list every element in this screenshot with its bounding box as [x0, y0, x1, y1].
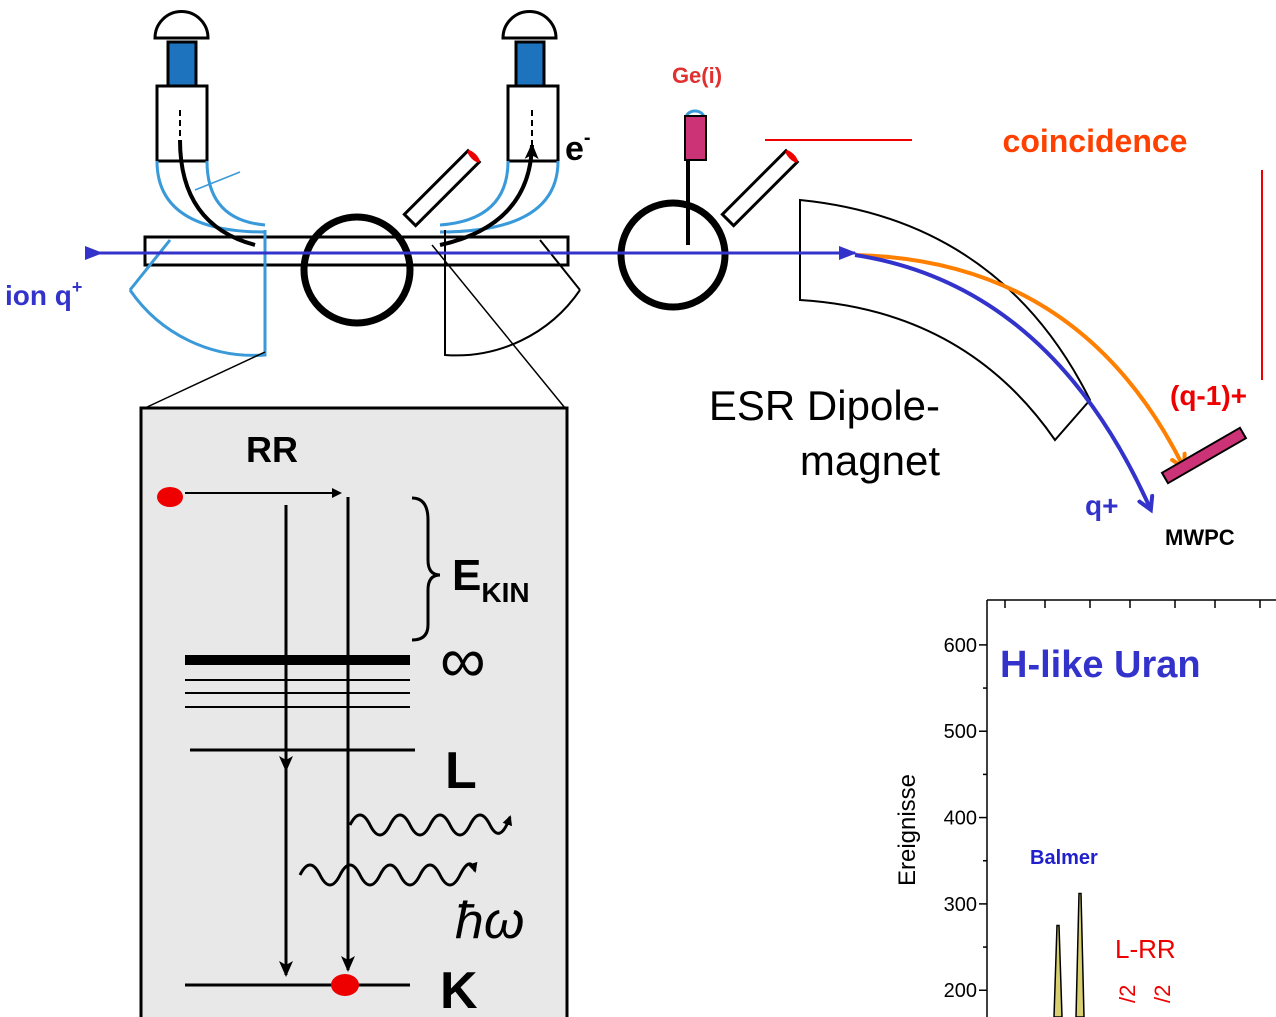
magnet-label: magnet: [800, 437, 940, 484]
shell-label: L: [445, 742, 477, 800]
peak-label: L-RR: [1115, 934, 1176, 964]
diagram: Ge(i) coincidence e- ion q+ ESR Dipole- …: [0, 0, 1276, 1017]
beam-pipe: [145, 237, 568, 265]
coincidence-label: coincidence: [1003, 123, 1188, 159]
spectrum-title: H-like Uran: [1000, 644, 1201, 686]
spectrometer-left: [155, 12, 265, 246]
y-tick-label: 500: [944, 721, 977, 743]
y-tick-label: 400: [944, 808, 977, 830]
mwpc-label: MWPC: [1165, 525, 1235, 550]
shell-label: K: [440, 962, 478, 1017]
electron-charge: -: [584, 127, 591, 149]
magnet-label: ESR Dipole-: [709, 382, 940, 429]
continuum-label: ∞: [440, 624, 486, 696]
process-label: RR: [246, 429, 298, 470]
series-label: Balmer: [1030, 847, 1098, 869]
photon-label: ħω: [455, 892, 524, 950]
ion-name: ion q: [5, 280, 72, 311]
peak: [1054, 925, 1062, 1017]
charge-label: (q-1)+: [1170, 380, 1247, 411]
y-tick-label: 200: [944, 980, 977, 1002]
energy-subscript: KIN: [481, 577, 529, 608]
spectrometer-right: [440, 12, 558, 246]
magnet-sector: [130, 230, 265, 355]
fine-label: /2: [1115, 985, 1140, 1003]
ion-label: ion q+: [5, 277, 82, 311]
fine-label: /2: [1150, 985, 1175, 1003]
ge-detector: [685, 111, 706, 245]
electron-dot: [331, 974, 359, 996]
electron-dot: [157, 487, 183, 507]
detector-label: Ge(i): [672, 63, 722, 88]
y-axis-label: Ereignisse: [894, 774, 921, 886]
charge-label: q+: [1085, 490, 1118, 521]
peak: [1076, 894, 1084, 1017]
mwpc-detector: [1162, 428, 1246, 483]
electron-symbol: e: [565, 130, 584, 168]
energy-symbol: E: [452, 551, 481, 600]
y-tick-label: 300: [944, 894, 977, 916]
zoom-line: [145, 352, 265, 408]
magnet-sector: [445, 230, 580, 355]
spectrum: Ereignisse H-like Uran Balmer L-RR /2 /2…: [894, 600, 1276, 1017]
beam-arrow: [85, 246, 103, 260]
y-tick-label: 600: [944, 635, 977, 657]
ion-charge: +: [72, 277, 83, 297]
electron-label: e-: [565, 127, 591, 168]
top-axis-ticks: [1005, 600, 1260, 608]
